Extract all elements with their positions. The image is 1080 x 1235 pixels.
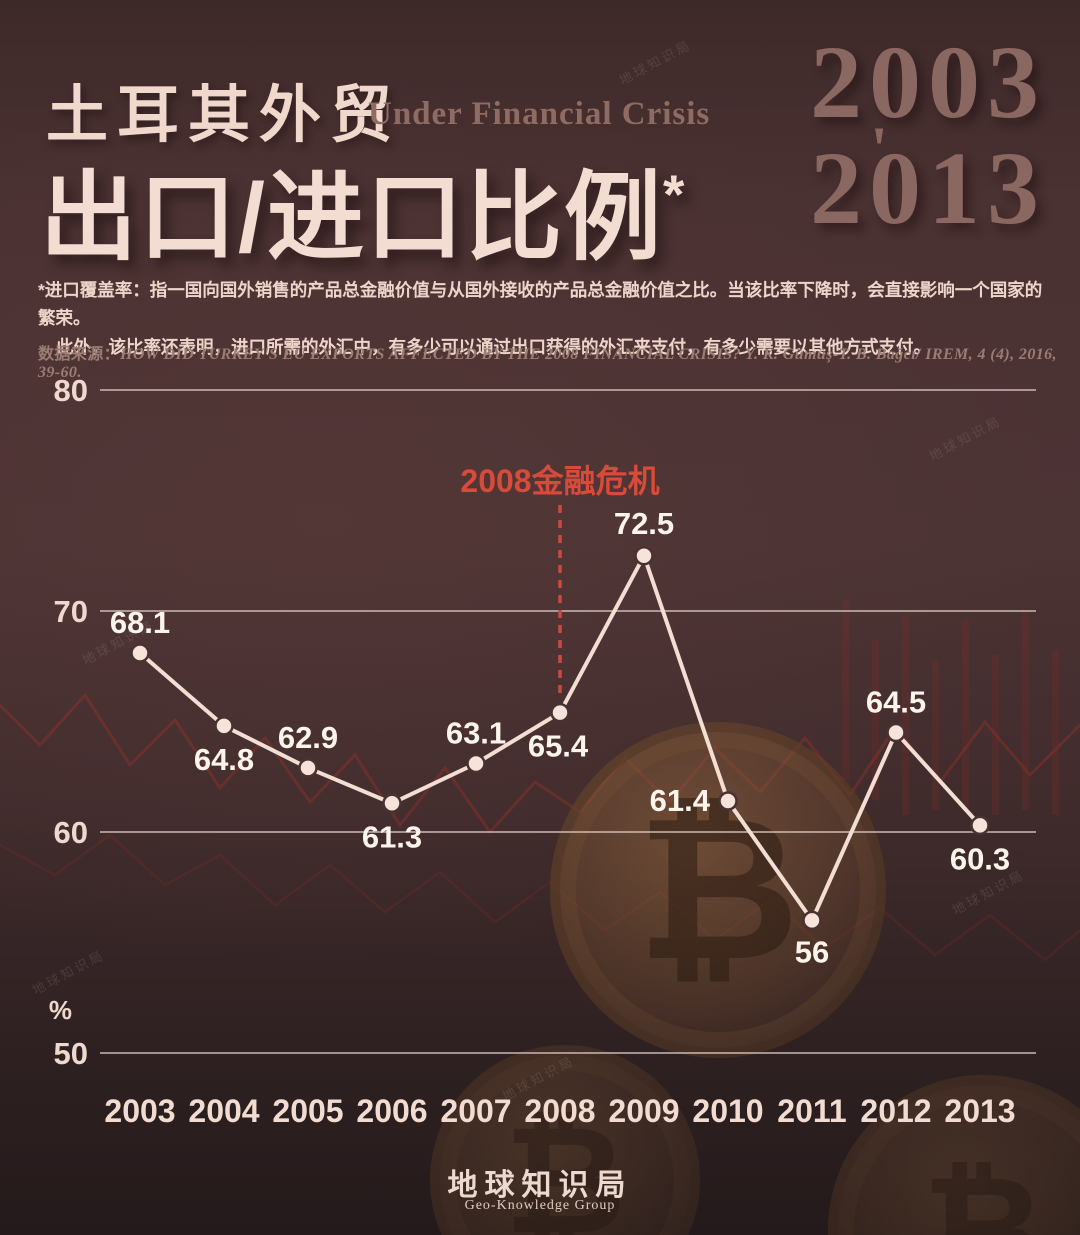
footnote-line-2: 此外，该比率还表明，进口所需的外汇中，有多少可以通过出口获得的外汇来支付，有多少… [56, 336, 931, 357]
value-label: 72.5 [614, 506, 674, 541]
x-axis-label: 2007 [440, 1093, 511, 1129]
title-asterisk: * [662, 163, 687, 225]
bitcoin-icon: ₿ [503, 1095, 627, 1235]
title-main-text: 出口/进口比例 [40, 163, 663, 272]
value-label: 64.5 [866, 685, 926, 720]
page-subtitle-en: Under Financial Crisis [368, 96, 711, 132]
page-title-main: 出口/进口比例* [40, 138, 686, 279]
value-label: 65.4 [528, 729, 589, 764]
x-axis-label: 2010 [692, 1093, 763, 1129]
ticker-bars [842, 600, 1059, 815]
data-point [214, 716, 234, 736]
y-tick-label: 80 [54, 373, 88, 408]
data-point [634, 546, 654, 566]
crisis-annotation: 2008金融危机 [460, 463, 659, 499]
footer-brand-en: Geo-Knowledge Group [464, 1198, 616, 1213]
ticker-line [0, 833, 1080, 962]
data-point [466, 753, 486, 774]
y-tick-label: 60 [54, 815, 88, 850]
value-label: 63.1 [446, 715, 506, 750]
data-point [130, 643, 150, 663]
data-source-prefix: 数据来源： [38, 346, 121, 363]
year-divider: ' [870, 113, 888, 184]
data-source-text: HOW DID TURKEY'S EU EXPORTS AFFECTED BY … [38, 346, 1057, 381]
page-title-cn: 土耳其外贸 [46, 81, 402, 150]
year-start: 2003 [810, 25, 1046, 140]
value-label: 62.9 [278, 720, 338, 755]
value-label: 68.1 [110, 605, 170, 640]
data-point [382, 793, 402, 814]
year-range: 2003 2013 [810, 25, 1046, 247]
data-point [718, 791, 738, 811]
x-axis-label: 2013 [944, 1093, 1015, 1129]
year-end: 2013 [810, 131, 1046, 247]
footnote-line-1: *进口覆盖率：指一国向国外销售的产品总金融价值与从国外接收的产品总金融价值之比。… [38, 280, 1043, 329]
y-axis-unit: % [49, 995, 72, 1025]
data-point [802, 910, 822, 931]
y-tick-label: 50 [54, 1036, 88, 1071]
x-axis-label: 2011 [777, 1093, 846, 1129]
x-axis-label: 2009 [608, 1093, 679, 1129]
x-axis-label: 2012 [860, 1093, 931, 1129]
x-axis-label: 2006 [356, 1093, 427, 1129]
value-label: 60.3 [950, 841, 1010, 876]
y-tick-label: 70 [54, 594, 88, 629]
value-label: 61.4 [650, 783, 711, 818]
data-point [550, 702, 570, 723]
value-label: 56 [795, 934, 829, 969]
x-axis-label: 2008 [524, 1093, 595, 1129]
footer-brand-cn: 地球知识局 [447, 1169, 633, 1202]
value-label: 61.3 [362, 819, 422, 854]
bitcoin-icon: ₿ [921, 1145, 1045, 1235]
bitcoin-icon: ₿ [636, 778, 800, 1001]
value-label: 64.8 [194, 742, 254, 777]
x-axis-label: 2004 [188, 1093, 259, 1129]
data-source: 数据来源：HOW DID TURKEY'S EU EXPORTS AFFECTE… [38, 340, 1080, 382]
bitcoin-coin: ₿ [828, 1075, 1080, 1235]
x-axis-label: 2003 [104, 1093, 175, 1129]
data-point [886, 722, 906, 743]
bitcoin-coin: ₿ [430, 1045, 700, 1235]
data-point [970, 815, 990, 836]
footnote: *进口覆盖率：指一国向国外销售的产品总金融价值与从国外接收的产品总金融价值之比。… [38, 276, 1048, 361]
data-point [298, 758, 318, 778]
x-axis-label: 2005 [272, 1093, 343, 1129]
